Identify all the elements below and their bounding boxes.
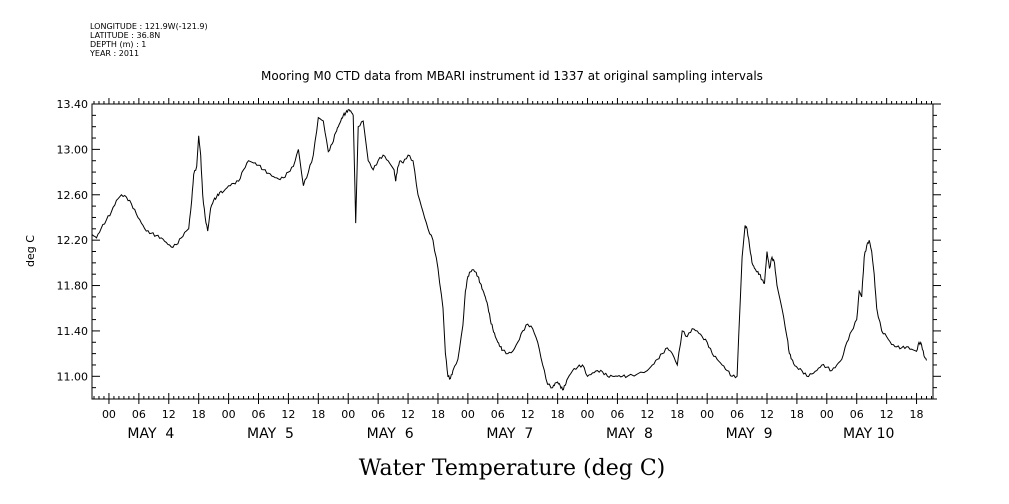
x-tick-label: 06 — [610, 408, 624, 421]
x-tick-label: 06 — [252, 408, 266, 421]
y-tick-label: 11.00 — [57, 370, 89, 383]
x-tick-label: 18 — [670, 408, 684, 421]
x-tick-label: 06 — [371, 408, 385, 421]
series-line — [91, 109, 927, 391]
x-tick-label: 06 — [850, 408, 864, 421]
x-day-label: MAY 9 — [726, 426, 773, 442]
y-tick-label: 13.40 — [57, 98, 89, 111]
x-day-label: MAY 4 — [127, 426, 174, 442]
y-axis-ticks: 11.00 11.40 11.80 12.20 12.60 13.00 13.40 — [57, 98, 941, 400]
x-tick-label: 18 — [311, 408, 325, 421]
year-text: YEAR : 2011 — [89, 49, 139, 58]
y-tick-label: 11.40 — [57, 325, 89, 338]
x-tick-label: 18 — [910, 408, 924, 421]
x-tick-label: 00 — [222, 408, 236, 421]
x-axis-ticks: 00 06 12 18 00 06 12 18 00 06 12 18 00 06 12 18 00 06 12 18… — [93, 98, 933, 442]
x-tick-label: 18 — [551, 408, 565, 421]
longitude-text: LONGITUDE : 121.9W(-121.9) — [90, 22, 208, 31]
series-group — [91, 109, 927, 391]
latitude-text: LATITUDE : 36.8N — [90, 31, 160, 40]
y-tick-label: 12.20 — [57, 234, 89, 247]
x-tick-label: 00 — [102, 408, 116, 421]
y-tick-label: 11.80 — [57, 280, 89, 293]
x-tick-label: 00 — [700, 408, 714, 421]
y-tick-label: 13.00 — [57, 143, 89, 156]
chart-title: Mooring M0 CTD data from MBARI instrumen… — [261, 69, 763, 83]
x-day-label: MAY 8 — [606, 426, 653, 442]
x-tick-label: 06 — [491, 408, 505, 421]
x-tick-label: 06 — [132, 408, 146, 421]
x-tick-label: 12 — [521, 408, 535, 421]
y-axis-label: deg C — [24, 235, 37, 267]
x-tick-label: 00 — [461, 408, 475, 421]
x-tick-label: 06 — [730, 408, 744, 421]
x-tick-label: 12 — [162, 408, 176, 421]
x-day-label: MAY 10 — [843, 426, 894, 442]
x-tick-label: 18 — [192, 408, 206, 421]
x-day-label: MAY 5 — [247, 426, 294, 442]
x-tick-label: 18 — [790, 408, 804, 421]
metadata-block: LONGITUDE : 121.9W(-121.9) LATITUDE : 36… — [89, 22, 208, 58]
x-tick-label: 00 — [581, 408, 595, 421]
x-day-label: MAY 7 — [486, 426, 533, 442]
y-tick-label: 12.60 — [57, 189, 89, 202]
x-tick-label: 18 — [431, 408, 445, 421]
x-tick-label: 12 — [281, 408, 295, 421]
x-tick-label: 00 — [341, 408, 355, 421]
x-tick-label: 00 — [820, 408, 834, 421]
plot-frame — [91, 103, 934, 400]
x-tick-label: 12 — [401, 408, 415, 421]
bottom-title: Water Temperature (deg C) — [359, 456, 666, 481]
x-tick-label: 12 — [880, 408, 894, 421]
x-tick-label: 12 — [760, 408, 774, 421]
x-day-label: MAY 6 — [367, 426, 414, 442]
x-tick-label: 12 — [640, 408, 654, 421]
depth-text: DEPTH (m) : 1 — [90, 40, 146, 49]
